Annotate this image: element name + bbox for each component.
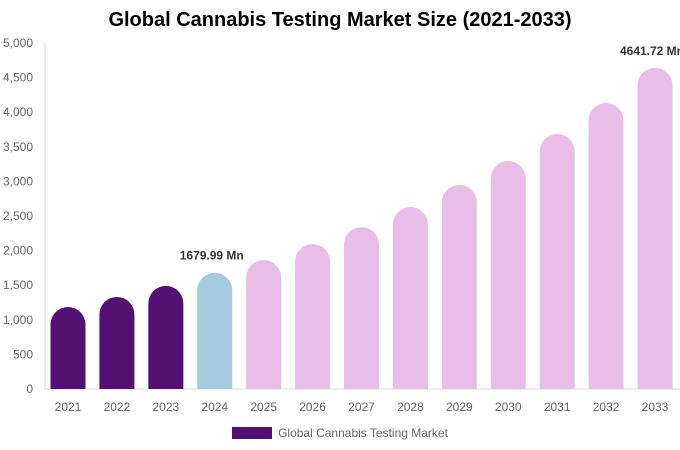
y-tick-label: 3,500	[3, 140, 33, 154]
x-tick-label: 2027	[348, 400, 375, 414]
y-tick-label: 1,000	[3, 313, 33, 327]
y-tick-label: 4,000	[3, 105, 33, 119]
x-tick-label: 2030	[495, 400, 522, 414]
y-tick-label: 2,500	[3, 209, 33, 223]
bar-2027	[344, 227, 379, 389]
data-label-2033: 4641.72 Mn	[620, 44, 680, 58]
x-tick-label: 2031	[544, 400, 571, 414]
x-tick-label: 2033	[642, 400, 669, 414]
bar-2032	[588, 102, 624, 389]
legend[interactable]: Global Cannabis Testing Market	[0, 426, 680, 440]
y-tick-label: 3,000	[3, 174, 33, 188]
x-tick-label: 2026	[299, 400, 326, 414]
bar-2026	[295, 244, 331, 389]
x-tick-label: 2021	[55, 400, 82, 414]
x-tick-label: 2025	[250, 400, 277, 414]
legend-swatch	[232, 427, 273, 439]
x-tick-label: 2024	[201, 400, 228, 414]
bar-2025	[246, 259, 282, 389]
bar-2033	[637, 67, 673, 390]
bar-2029	[441, 184, 477, 389]
x-tick-label: 2032	[593, 400, 620, 414]
legend-label: Global Cannabis Testing Market	[278, 426, 448, 440]
x-tick-label: 2022	[104, 400, 131, 414]
bar-2021	[50, 306, 86, 389]
y-tick-label: 0	[26, 382, 33, 396]
y-tick-label: 4,500	[3, 71, 33, 85]
bar-2023	[148, 285, 184, 389]
y-tick-label: 1,500	[3, 278, 33, 292]
chart-title: Global Cannabis Testing Market Size (202…	[108, 9, 572, 31]
data-label-2024: 1679.99 Mn	[180, 249, 244, 263]
x-tick-label: 2029	[446, 400, 473, 414]
x-tick-label: 2023	[152, 400, 179, 414]
y-tick-label: 5,000	[3, 36, 33, 50]
bar-2031	[539, 133, 575, 389]
y-tick-label: 500	[13, 347, 33, 361]
y-tick-label: 2,000	[3, 244, 33, 258]
bar-2028	[392, 207, 428, 389]
bar-2022	[99, 296, 135, 389]
bar-2030	[490, 160, 526, 389]
bar-2024	[197, 272, 233, 389]
x-tick-label: 2028	[397, 400, 424, 414]
